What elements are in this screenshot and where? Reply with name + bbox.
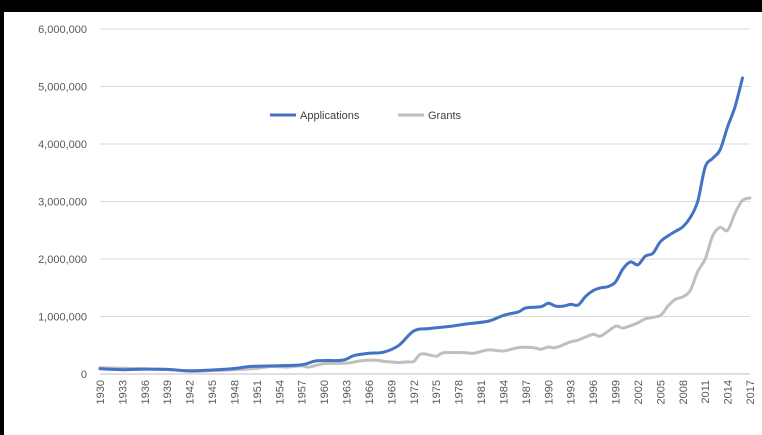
y-tick-label: 3,000,000 [38, 197, 87, 209]
x-tick-label: 1981 [476, 380, 488, 404]
y-tick-label: 0 [81, 369, 87, 381]
x-tick-label: 1963 [342, 380, 354, 404]
x-tick-label: 2008 [678, 380, 690, 404]
x-tick-label: 1990 [543, 380, 555, 404]
series-lines [98, 76, 752, 373]
x-tick-label: 1984 [498, 380, 510, 404]
x-tick-label: 1993 [566, 380, 578, 404]
x-tick-label: 2011 [700, 380, 712, 404]
y-axis-tick-labels: 0 1,000,000 2,000,000 3,000,000 4,000,000 5,0… [38, 24, 87, 381]
x-tick-label: 2017 [745, 380, 757, 404]
x-tick-label: 1969 [386, 380, 398, 404]
series-line-applications [98, 76, 744, 373]
y-tick-label: 6,000,000 [38, 24, 87, 36]
x-axis-tick-labels: 1930 1933 1936 1939 1942 1945 1948 1951 1954 1957… [95, 380, 757, 404]
x-tick-label: 1936 [140, 380, 152, 404]
x-tick-label: 1939 [162, 380, 174, 404]
x-tick-label: 1948 [229, 380, 241, 404]
x-tick-label: 1978 [454, 380, 466, 404]
legend-label-applications: Applications [300, 110, 360, 122]
x-tick-label: 1945 [207, 380, 219, 404]
x-tick-label: 1942 [185, 380, 197, 404]
x-tick-label: 1972 [409, 380, 421, 404]
x-tick-label: 2014 [723, 380, 735, 404]
x-tick-label: 1987 [521, 380, 533, 404]
x-tick-label: 2002 [633, 380, 645, 404]
x-tick-label: 1975 [431, 380, 443, 404]
x-tick-label: 1999 [611, 380, 623, 404]
x-tick-label: 1930 [95, 380, 107, 404]
y-tick-label: 2,000,000 [38, 254, 87, 266]
chart-frame: 0 1,000,000 2,000,000 3,000,000 4,000,000 5,0… [4, 12, 762, 435]
series-line-grants [98, 196, 752, 373]
x-tick-label: 1960 [319, 380, 331, 404]
y-tick-label: 5,000,000 [38, 82, 87, 94]
x-tick-label: 1933 [117, 380, 129, 404]
x-tick-label: 2005 [655, 380, 667, 404]
x-tick-label: 1954 [274, 380, 286, 404]
gridlines [100, 28, 750, 375]
legend: Applications Grants [270, 110, 462, 122]
x-tick-label: 1966 [364, 380, 376, 404]
x-tick-label: 1957 [297, 380, 309, 404]
y-tick-label: 1,000,000 [38, 312, 87, 324]
line-chart: 0 1,000,000 2,000,000 3,000,000 4,000,000 5,0… [38, 24, 757, 404]
y-tick-label: 4,000,000 [38, 139, 87, 151]
x-tick-label: 1951 [252, 380, 264, 404]
x-tick-label: 1996 [588, 380, 600, 404]
legend-label-grants: Grants [428, 110, 462, 122]
